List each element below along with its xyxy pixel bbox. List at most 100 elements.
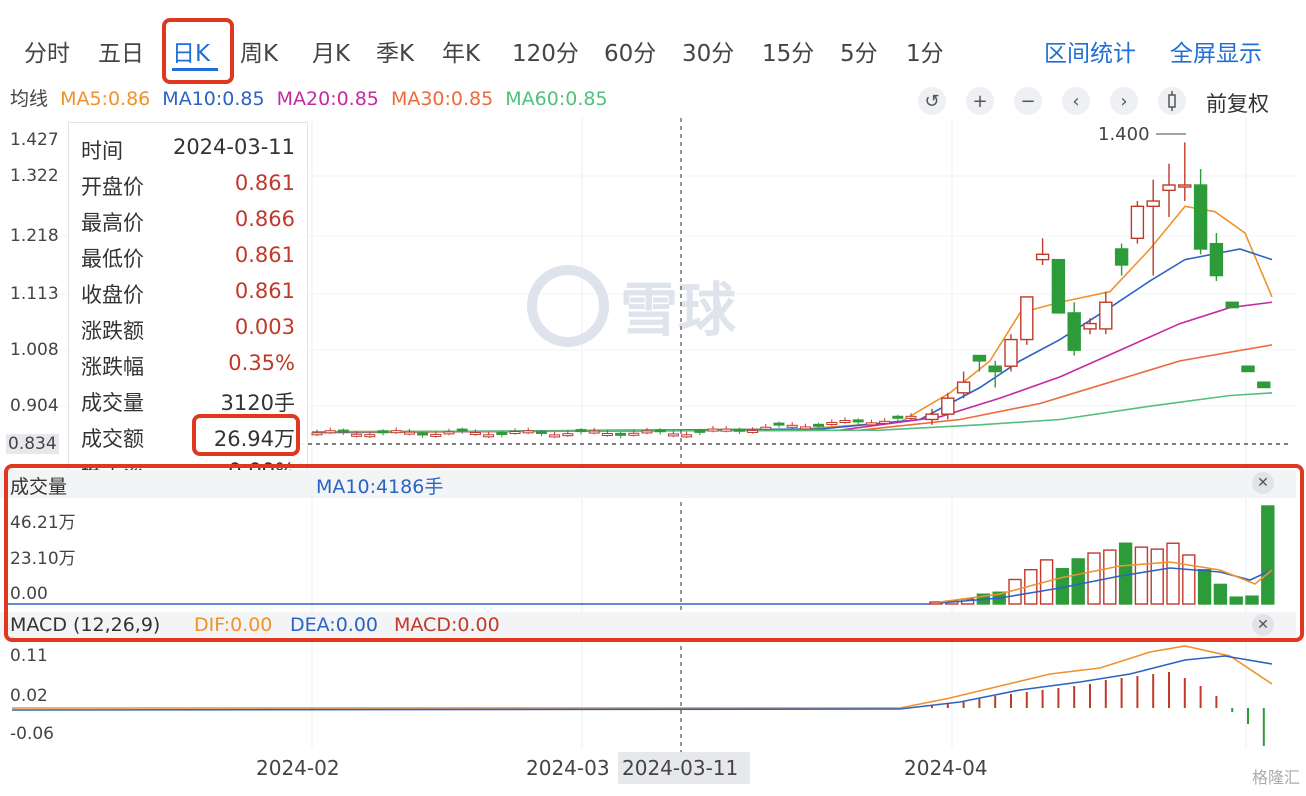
tab-bar-background — [8, 18, 1296, 76]
ma20-value: MA20:0.85 — [276, 88, 379, 110]
active-tab-underline — [172, 68, 218, 71]
close-macd-icon[interactable]: ✕ — [1252, 614, 1274, 636]
volume-panel-header: 成交量 MA10:4186手 ✕ — [0, 470, 1296, 498]
volume-bar — [1134, 546, 1149, 605]
tooltip-row: 成交额 26.94万 — [81, 423, 295, 453]
candle-body — [773, 422, 785, 426]
candle-body — [879, 420, 891, 424]
volume-bar — [1182, 554, 1196, 605]
ma-label: 均线 — [10, 88, 49, 110]
tooltip-value: 0.861 — [234, 279, 295, 303]
tab-7[interactable]: 120分 — [512, 41, 579, 67]
adjust-mode-select[interactable]: 前复权 — [1206, 92, 1269, 116]
tooltip-row: 最高价 0.866 — [81, 207, 295, 237]
macd-tick-label: -0.06 — [10, 724, 54, 744]
ohlc-tooltip: 时间 2024-03-11 开盘价 0.861 最高价 0.866 最低价 0.861 收盘价 0… — [68, 122, 308, 487]
close-volume-icon[interactable]: ✕ — [1252, 472, 1274, 494]
tab-6[interactable]: 年K — [442, 41, 481, 67]
volume-ma10: MA10:4186手 — [316, 476, 444, 498]
candle-body — [733, 428, 745, 432]
zoom-out-button[interactable]: − — [1014, 87, 1042, 115]
tooltip-row: 涨跌幅 0.35% — [81, 351, 295, 381]
tooltip-key: 最高价 — [81, 211, 144, 235]
tooltip-value: 0.861 — [234, 243, 295, 267]
candle-body — [1209, 242, 1224, 277]
candle-body — [588, 430, 600, 434]
ma20-line — [311, 301, 1273, 434]
watermark-logo — [527, 265, 609, 347]
undo-button[interactable]: ↺ — [918, 87, 946, 115]
tab-10[interactable]: 15分 — [762, 41, 815, 67]
candle-body — [324, 430, 336, 434]
candle-body — [1178, 184, 1192, 188]
tooltip-value: 2024-03-11 — [172, 135, 295, 159]
candle-body — [575, 429, 587, 433]
candle-body — [972, 354, 987, 362]
ma60-value: MA60:0.85 — [505, 88, 608, 110]
ma10-value: MA10:0.85 — [162, 88, 265, 110]
tooltip-row: 成交量 3120手 — [81, 387, 295, 417]
crosshair-date-label: 2024-03-11 — [622, 756, 739, 780]
tooltip-value: 0.003 — [234, 315, 295, 339]
candle-body — [311, 432, 323, 436]
candle-body — [601, 432, 613, 436]
tooltip-value: 3120手 — [220, 391, 295, 415]
max-price-label: 1.400 — [1098, 124, 1150, 145]
volume-bar — [1197, 569, 1212, 605]
volume-bar — [1087, 552, 1101, 605]
scroll-left-button[interactable]: ‹ — [1062, 87, 1090, 115]
period-tab-bar — [0, 14, 1296, 76]
candle-body — [1083, 322, 1097, 330]
price-tick-label: 1.218 — [10, 226, 59, 246]
tab-2[interactable]: 日K — [172, 41, 211, 67]
candle-body — [1193, 184, 1208, 250]
candle-body — [839, 419, 851, 423]
tab-11[interactable]: 5分 — [840, 41, 878, 67]
candle-body — [956, 381, 971, 394]
tooltip-key: 涨跌幅 — [81, 355, 144, 379]
zoom-in-button[interactable]: + — [966, 87, 994, 115]
ma30-line — [311, 344, 1273, 433]
candle-body — [786, 424, 798, 428]
tab-5[interactable]: 季K — [376, 41, 415, 67]
macd-tick-label: 0.11 — [10, 646, 48, 666]
candle-body — [1241, 365, 1255, 373]
tab-8[interactable]: 60分 — [604, 41, 657, 67]
tab-4[interactable]: 月K — [312, 41, 351, 67]
tab-1[interactable]: 五日 — [98, 41, 144, 67]
candle-body — [496, 432, 508, 435]
volume-bar — [1245, 595, 1259, 605]
tooltip-key: 成交量 — [81, 391, 144, 415]
macd-label: MACD (12,26,9) — [10, 614, 161, 636]
macd-value: MACD:0.00 — [394, 614, 500, 636]
tab-0[interactable]: 分时 — [24, 41, 70, 67]
candle-body — [1257, 381, 1271, 389]
candle-body — [1162, 184, 1176, 192]
candle-body — [1004, 338, 1018, 367]
price-tick-label: 1.008 — [10, 340, 59, 360]
candle-body — [443, 431, 455, 435]
scroll-right-button[interactable]: › — [1110, 87, 1138, 115]
tooltip-key: 收盘价 — [81, 283, 144, 307]
crosshair-date-bg — [618, 752, 750, 784]
ma30-value: MA30:0.85 — [390, 88, 494, 110]
candle-body — [747, 429, 759, 433]
candle-body — [1130, 205, 1145, 240]
candle-style-icon[interactable] — [1158, 87, 1186, 115]
volume-label: 成交量 — [10, 476, 68, 498]
tab-3[interactable]: 周K — [240, 41, 279, 67]
fullscreen-link[interactable]: 全屏显示 — [1170, 41, 1262, 67]
candle-body — [469, 432, 481, 436]
ma5-line — [311, 205, 1273, 434]
range-stats-link[interactable]: 区间统计 — [1044, 41, 1136, 67]
candle-body — [562, 433, 574, 437]
price-tick-label: 1.427 — [10, 130, 59, 150]
candle-body — [892, 415, 904, 419]
volume-tick-label: 46.21万 — [10, 513, 76, 533]
tooltip-row: 开盘价 0.861 — [81, 171, 295, 201]
tab-12[interactable]: 1分 — [906, 41, 944, 67]
tab-9[interactable]: 30分 — [682, 41, 735, 67]
tooltip-value: 0.35% — [228, 351, 295, 375]
candle-body — [925, 413, 939, 421]
date-label-feb: 2024-02 — [256, 756, 340, 780]
